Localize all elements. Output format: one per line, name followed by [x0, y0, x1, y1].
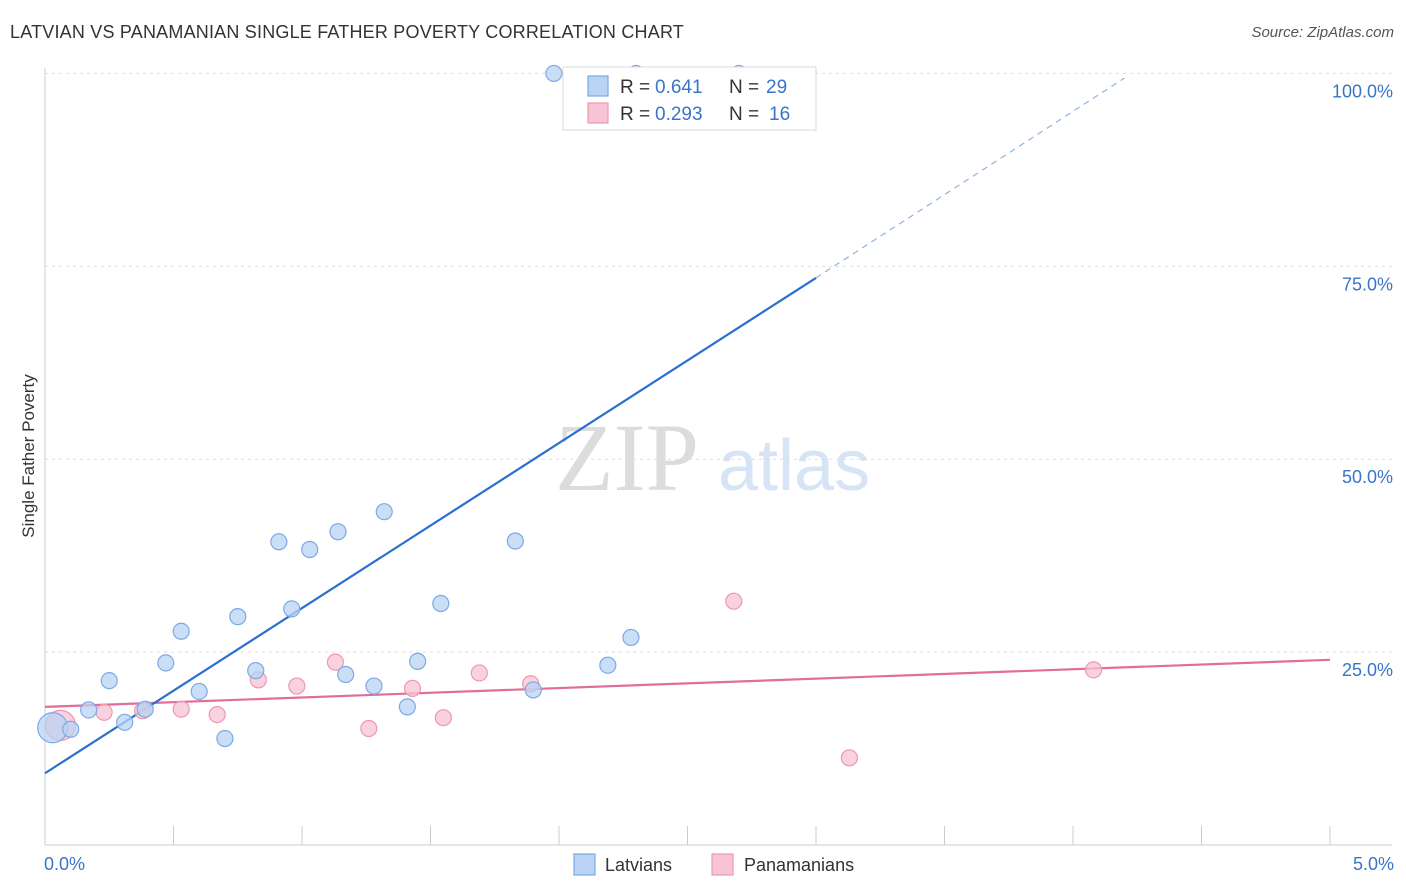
- latvian-legend-swatch: [587, 75, 609, 97]
- latvian-point-9: [216, 729, 234, 748]
- latvian-point-4: [116, 713, 134, 731]
- panamanian-point-1: [95, 703, 113, 721]
- latvian-point-5: [136, 700, 154, 718]
- x-tick-label-max: 5.0%: [1353, 854, 1394, 874]
- latvian-point-2: [80, 701, 98, 719]
- panamanian-trend-line: [44, 658, 1331, 708]
- watermark-atlas: atlas: [718, 426, 870, 506]
- legend-panamanians-swatch: [711, 853, 734, 876]
- latvian-point-1: [62, 720, 80, 738]
- latvian-point-19: [398, 698, 416, 716]
- latvian-point-25: [599, 656, 617, 674]
- latvian-point-8: [190, 682, 208, 701]
- watermark-zip: ZIP: [555, 404, 699, 511]
- panamanian-points: [44, 592, 1103, 767]
- chart-title: LATVIAN VS PANAMANIAN SINGLE FATHER POVE…: [10, 22, 685, 42]
- latvian-point-20: [409, 652, 427, 670]
- latvian-point-12: [270, 533, 288, 551]
- y-tick-labels: 25.0% 50.0% 75.0% 100.0%: [1332, 81, 1393, 680]
- latvian-point-21: [432, 594, 450, 613]
- panamanian-legend-swatch: [587, 102, 609, 124]
- latvian-r-value: 0.641: [655, 77, 703, 98]
- latvian-point-26: [622, 628, 640, 647]
- y-tick-label-25: 25.0%: [1342, 660, 1393, 680]
- latvian-point-18: [375, 503, 393, 521]
- latvian-point-7: [172, 622, 190, 640]
- latvian-r-label: R =: [620, 77, 650, 98]
- y-tick-label-100: 100.0%: [1332, 81, 1393, 101]
- latvian-point-3: [100, 672, 118, 690]
- y-axis-title: Single Father Poverty: [19, 374, 38, 538]
- panamanian-point-11: [470, 664, 488, 682]
- latvian-trend-line: [44, 276, 817, 775]
- latvian-point-16: [337, 665, 355, 684]
- panamanian-point-13: [725, 592, 743, 610]
- latvian-point-24: [545, 64, 563, 83]
- x-tick-label-min: 0.0%: [44, 854, 85, 874]
- latvian-n-label: N =: [729, 77, 759, 98]
- legend-panamanians-label: Panamanians: [744, 855, 854, 875]
- latvian-point-15: [329, 523, 347, 541]
- y-tick-label-50: 50.0%: [1342, 467, 1393, 487]
- latvian-point-11: [247, 662, 265, 680]
- x-tick-marks: [173, 826, 1331, 845]
- y-tick-label-75: 75.0%: [1342, 274, 1393, 294]
- latvian-n-value: 29: [766, 77, 787, 98]
- panamanian-point-10: [434, 709, 452, 727]
- panamanian-point-7: [326, 653, 345, 671]
- source-credit: Source: ZipAtlas.com: [1251, 24, 1394, 41]
- grid-layer: [45, 72, 1392, 653]
- latvian-point-23: [524, 681, 542, 699]
- panamanian-n-value: 16: [769, 104, 790, 125]
- series-legend: Latvians Panamanians: [573, 853, 854, 876]
- panamanian-point-15: [1084, 661, 1103, 679]
- panamanian-r-value: 0.293: [655, 104, 703, 125]
- latvian-point-22: [506, 532, 524, 550]
- latvian-point-14: [301, 540, 319, 559]
- latvian-trend-extension: [815, 77, 1125, 279]
- panamanian-n-label: N =: [729, 104, 759, 125]
- panamanian-point-14: [840, 749, 859, 767]
- legend-latvians-swatch: [573, 853, 596, 876]
- latvian-point-6: [157, 654, 175, 672]
- panamanian-point-4: [208, 706, 226, 724]
- panamanian-point-6: [288, 677, 306, 695]
- panamanian-point-3: [172, 700, 190, 718]
- correlation-legend: R = 0.641 N = 29 R = 0.293 N = 16: [562, 66, 817, 131]
- legend-latvians-label: Latvians: [605, 855, 672, 875]
- panamanian-r-label: R =: [620, 104, 650, 125]
- panamanian-point-9: [403, 679, 422, 697]
- latvian-point-13: [283, 600, 301, 618]
- trend-lines: [44, 77, 1331, 775]
- panamanian-point-8: [360, 719, 378, 738]
- latvian-point-17: [365, 677, 383, 695]
- latvian-point-10: [229, 608, 247, 626]
